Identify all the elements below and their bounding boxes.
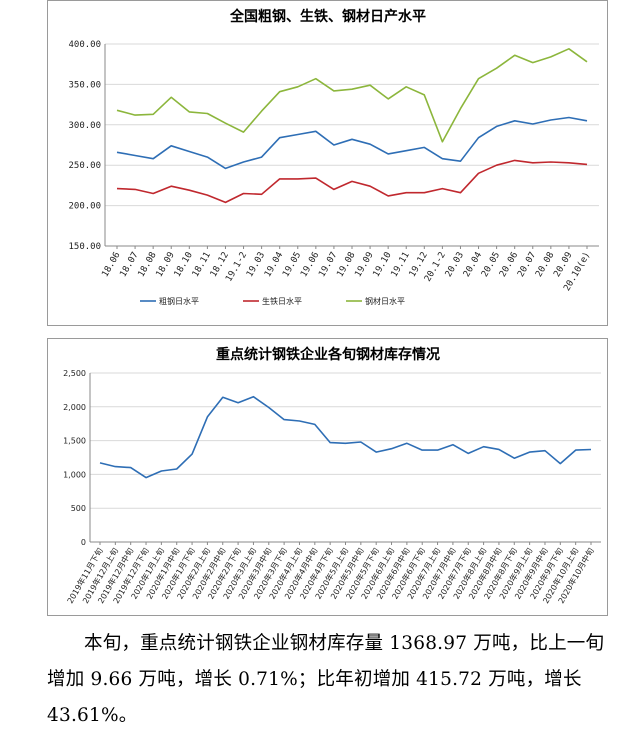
- legend-label-2: 钢材日水平: [365, 296, 405, 306]
- chart-title: 重点统计钢铁企业各旬钢材库存情况: [216, 346, 440, 363]
- chart1-panel: 全国粗钢、生铁、钢材日产水平 150.00 200.00 250.00 300.00 35…: [47, 0, 608, 326]
- summary-paragraph: 本旬，重点统计钢铁企业钢材库存量 1368.97 万吨，比上一旬增加 9.66 …: [47, 633, 605, 726]
- series-line-2: [116, 47, 588, 143]
- y-tick-label: 350.00: [68, 80, 101, 90]
- y-tick-label: 1,500: [63, 437, 86, 446]
- series-line-0: [116, 116, 588, 170]
- legend-label-0: 粗钢日水平: [159, 296, 199, 306]
- y-tick-label: 1,000: [63, 470, 86, 479]
- y-tick-label: 0: [81, 538, 86, 547]
- legend-label-1: 生铁日水平: [262, 296, 302, 306]
- chart2-panel: 重点统计钢铁企业各旬钢材库存情况 0 500 1,000 1,500 2,000 2,500…: [47, 338, 608, 616]
- y-tick-label: 250.00: [68, 161, 101, 171]
- y-tick-label: 400.00: [68, 40, 101, 50]
- y-tick-label: 150.00: [68, 242, 101, 252]
- y-tick-label: 500: [71, 504, 86, 513]
- daily-output-chart: 全国粗钢、生铁、钢材日产水平 150.00 200.00 250.00 300.00 35…: [68, 8, 599, 306]
- steel-inventory-chart: 重点统计钢铁企业各旬钢材库存情况 0 500 1,000 1,500 2,000 2,500…: [63, 346, 601, 605]
- series-line-0: [99, 395, 592, 479]
- y-tick-label: 300.00: [68, 121, 101, 131]
- series-line-1: [116, 159, 588, 204]
- y-tick-label: 2,000: [63, 403, 86, 412]
- y-tick-label: 200.00: [68, 202, 101, 212]
- y-tick-label: 2,500: [63, 369, 86, 378]
- chart-title: 全国粗钢、生铁、钢材日产水平: [229, 8, 426, 25]
